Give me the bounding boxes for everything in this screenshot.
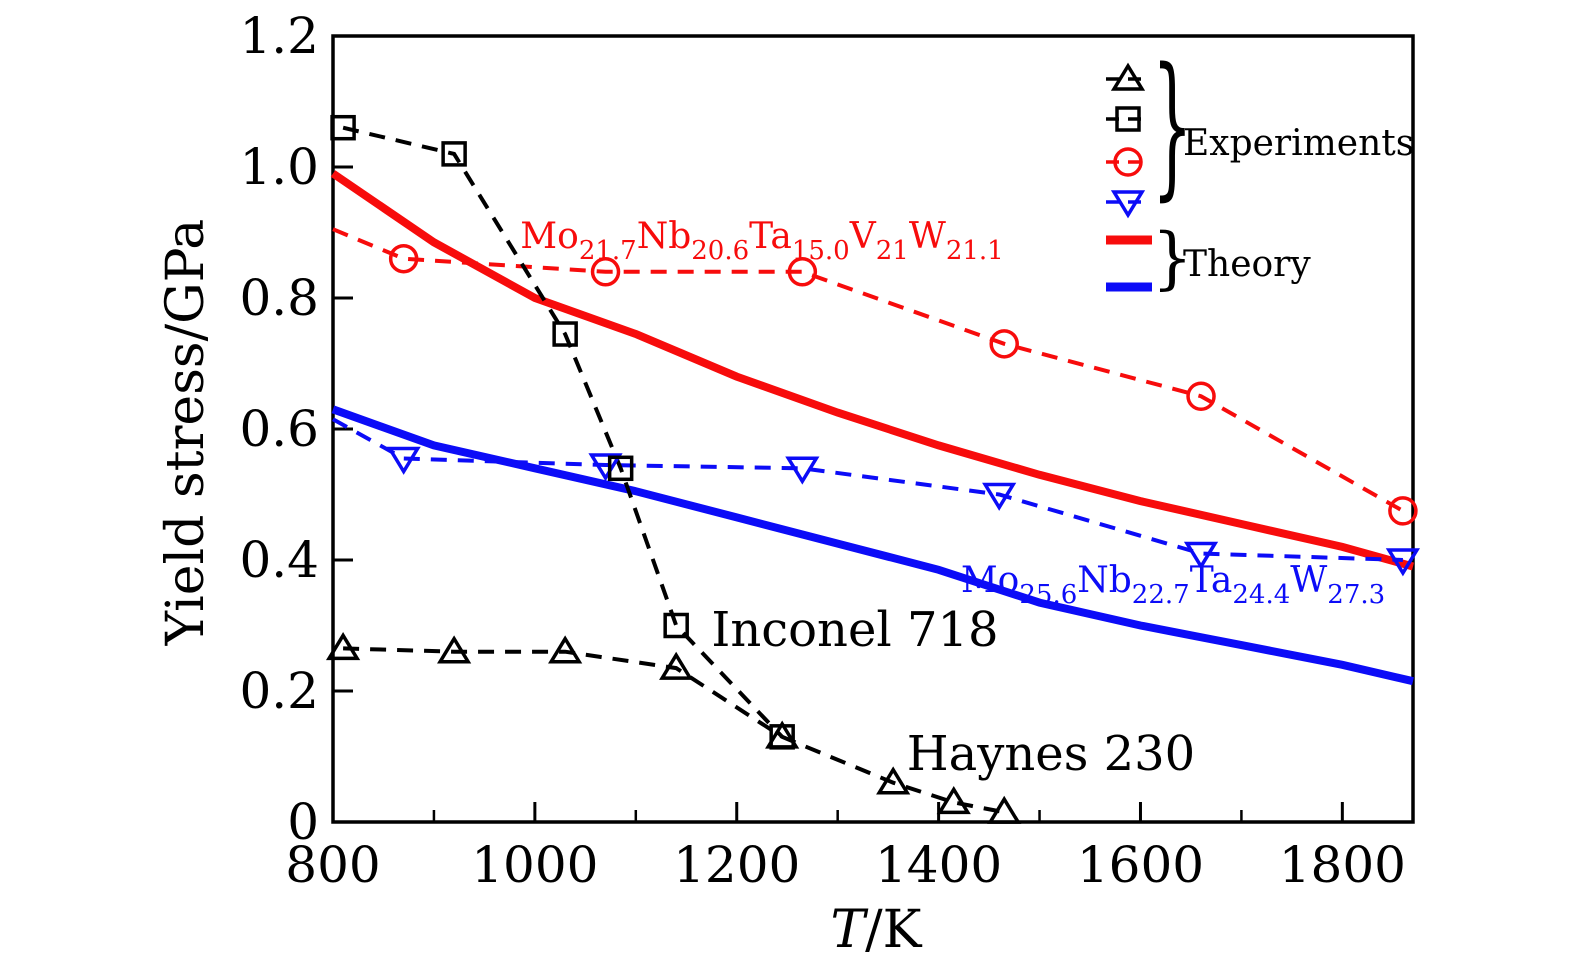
y-axis-label: Yield stress/GPa — [156, 219, 216, 647]
marker-square-open — [552, 321, 578, 347]
y-axis-tick-label: 0.4 — [239, 531, 319, 589]
marker-triangle-up-open — [548, 635, 583, 664]
y-axis-tick-label: 0.6 — [239, 400, 319, 458]
x-axis-label: T/K — [830, 900, 922, 960]
marker-triangle-down-open — [1183, 541, 1219, 570]
series-monbtaw-exp-line — [332, 417, 1403, 562]
y-axis-tick-label: 0.2 — [239, 662, 319, 720]
y-axis-tick-label: 0 — [287, 793, 319, 851]
series-monbtavw-theory-line — [330, 170, 1415, 571]
marker-triangle-up-open — [876, 766, 911, 795]
x-axis-tick-label: 800 — [285, 836, 380, 894]
x-axis-tick-label: 1200 — [673, 836, 800, 894]
marker-circle-open — [1186, 381, 1216, 411]
x-axis-tick-label: 1600 — [1077, 836, 1204, 894]
marker-triangle-up-open — [936, 785, 971, 815]
y-axis-tick-label: 0.8 — [239, 269, 319, 327]
x-axis-tick-label: 1000 — [471, 836, 598, 894]
marker-circle-open — [1388, 496, 1418, 526]
haynes-230-label: Haynes 230 — [907, 726, 1195, 782]
marker-triangle-up-open — [325, 632, 361, 661]
series-monbtaw-theory-line — [331, 405, 1414, 686]
legend-experiments-brace-icon: } — [1152, 34, 1193, 214]
marker-circle-open — [989, 329, 1019, 359]
y-axis-tick-label: 1.2 — [239, 7, 319, 65]
marker-square-open — [663, 612, 689, 639]
marker-square-open — [441, 141, 467, 167]
marker-triangle-down-open — [982, 482, 1017, 511]
inconel-718-label: Inconel 718 — [711, 602, 998, 658]
marker-square-open — [330, 114, 356, 141]
marker-triangle-down-open — [386, 446, 421, 475]
legend-experiments-label: Experiments — [1183, 123, 1414, 164]
marker-triangle-down-open — [785, 456, 820, 485]
marker-square-open — [607, 455, 634, 482]
y-axis-tick-label: 1.0 — [239, 138, 319, 196]
marker-triangle-down-open — [1110, 190, 1146, 219]
marker-triangle-down-open — [588, 453, 623, 482]
monbtavw-formula-label: Mo21.7Nb20.6Ta15.0V21W21.1 — [520, 216, 1003, 266]
legend-theory-brace-icon: } — [1152, 219, 1193, 297]
series-haynes-230-exp-line — [343, 646, 1005, 815]
marker-triangle-up-open — [765, 720, 800, 749]
series-inconel-718-exp-line — [342, 125, 784, 739]
marker-circle-open — [1113, 147, 1143, 177]
marker-triangle-up-open — [1110, 62, 1146, 91]
marker-triangle-up-open — [987, 795, 1022, 824]
legend-theory-label: Theory — [1183, 244, 1311, 285]
marker-triangle-up-open — [437, 635, 472, 664]
x-axis-tick-label: 1400 — [875, 836, 1002, 894]
x-axis-tick-label: 1800 — [1279, 836, 1406, 894]
marker-circle-open — [388, 243, 419, 274]
monbtaw-formula-label: Mo25.6Nb22.7Ta24.4W27.3 — [961, 560, 1385, 610]
marker-square-open — [1115, 106, 1141, 132]
series-monbtavw-exp-line — [332, 227, 1404, 513]
marker-circle-open — [787, 257, 818, 287]
marker-triangle-up-open — [659, 651, 694, 680]
marker-triangle-down-open — [1385, 548, 1421, 577]
marker-circle-open — [590, 257, 621, 287]
chart-render-layer: 800 1000 1200 1400 1600 1800 0 0.2 0.4 0.6 0.8 1.0 1… — [239, 7, 1421, 960]
